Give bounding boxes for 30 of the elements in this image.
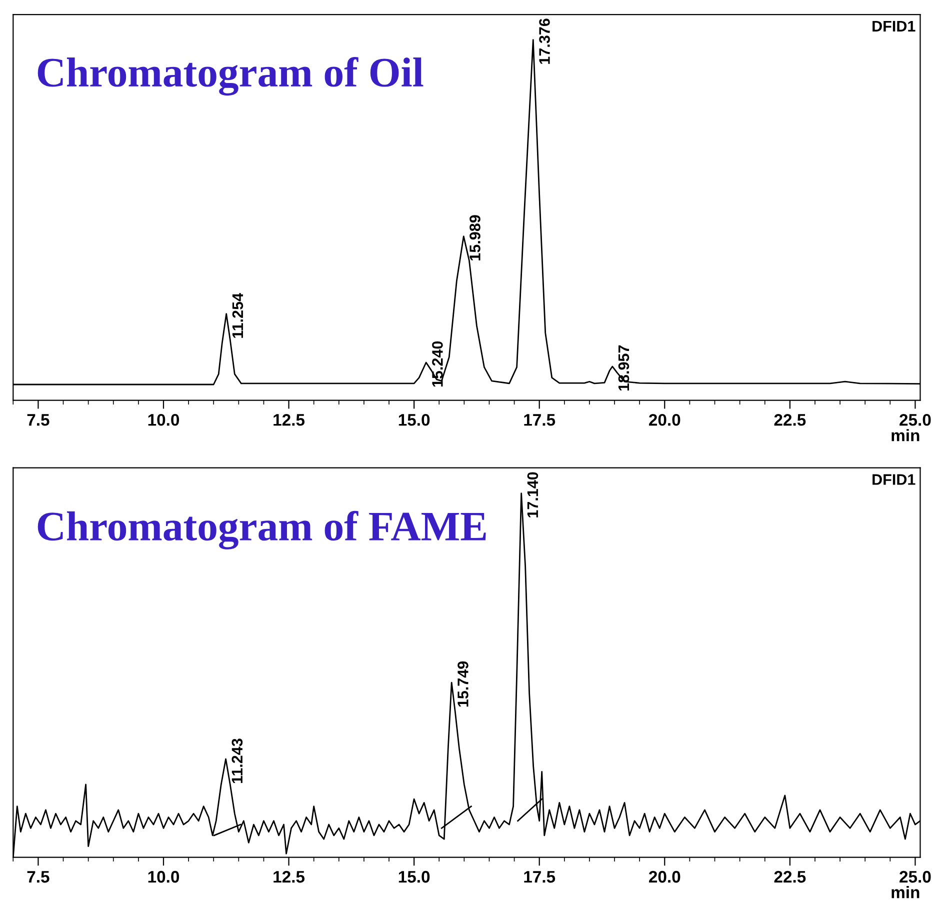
x-axis-title: min bbox=[892, 429, 920, 442]
x-tick-label: 20.0 bbox=[648, 870, 680, 883]
annotation: 11.243 bbox=[232, 738, 243, 784]
annotation: 15.989 bbox=[470, 215, 480, 260]
x-tick-label: 22.5 bbox=[774, 870, 806, 883]
text: DFID1 bbox=[872, 474, 916, 485]
annotation: 11.254 bbox=[232, 293, 244, 338]
x-tick-label: 25.0 bbox=[900, 870, 931, 883]
x-tick-label: 10.0 bbox=[148, 414, 180, 426]
text: DFID1 bbox=[872, 20, 916, 32]
chart-title: Chromatogram of FAME bbox=[38, 510, 486, 550]
x-tick-label: 12.5 bbox=[274, 870, 305, 883]
annotation: 15.240 bbox=[432, 341, 443, 387]
x-tick-label: 22.5 bbox=[774, 414, 806, 426]
chart-title: Chromatogram of Oil bbox=[38, 57, 424, 96]
x-tick-label: 12.5 bbox=[274, 414, 305, 426]
x-tick-label: 15.0 bbox=[398, 870, 430, 883]
x-tick-label: 20.0 bbox=[648, 414, 680, 426]
x-tick-label: 17.5 bbox=[524, 414, 556, 426]
annotation: 18.957 bbox=[618, 345, 630, 391]
x-tick-label: 7.5 bbox=[27, 871, 50, 883]
x-axis-title: min bbox=[892, 886, 920, 898]
x-tick-label: 10.0 bbox=[148, 870, 180, 883]
annotation: 15.749 bbox=[458, 661, 468, 707]
x-tick-label: 15.0 bbox=[398, 414, 430, 426]
x-tick-label: 17.5 bbox=[524, 871, 556, 883]
annotation: 17.376 bbox=[539, 18, 550, 64]
x-tick-label: 25.0 bbox=[900, 414, 931, 426]
x-tick-label: 7.5 bbox=[27, 414, 50, 426]
annotation: 17.140 bbox=[527, 472, 538, 518]
